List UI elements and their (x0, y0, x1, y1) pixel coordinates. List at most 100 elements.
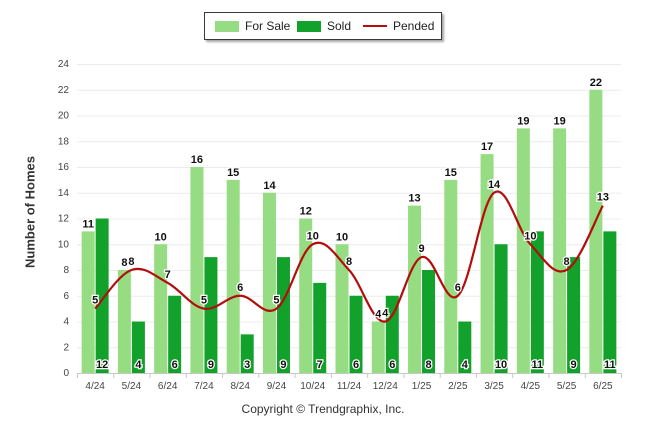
data-label-for-sale: 13 (408, 193, 420, 205)
data-label-sold: 3 (244, 359, 250, 371)
bar-sold (530, 231, 544, 373)
data-label-for-sale: 19 (517, 115, 529, 127)
bar-sold (494, 244, 508, 373)
y-tick-label: 20 (58, 111, 70, 122)
data-label-sold: 11 (532, 359, 544, 371)
data-label-pended: 9 (418, 243, 424, 255)
x-tick-label: 7/24 (194, 381, 214, 392)
x-tick-label: 9/24 (267, 381, 287, 392)
data-label-pended: 4 (382, 308, 389, 320)
x-tick-label: 12/24 (373, 381, 398, 392)
data-label-for-sale: 17 (481, 141, 493, 153)
x-tick-label: 5/24 (122, 381, 142, 392)
y-tick-label: 22 (58, 85, 70, 96)
y-axis-title: Number of Homes (22, 156, 38, 268)
x-tick-label: 8/24 (230, 381, 250, 392)
legend: For Sale Sold Pended (204, 12, 442, 40)
x-tick-label: 10/24 (300, 381, 325, 392)
data-label-pended: 5 (92, 295, 98, 307)
data-label-for-sale: 10 (155, 231, 167, 243)
data-label-sold: 6 (389, 359, 395, 371)
data-label-pended: 5 (201, 295, 207, 307)
data-label-for-sale: 16 (191, 154, 203, 166)
bar-sold (276, 257, 290, 373)
data-label-pended: 8 (346, 256, 352, 268)
data-label-for-sale: 15 (227, 167, 239, 179)
data-label-pended: 10 (307, 230, 319, 242)
bar-for-sale (117, 270, 131, 373)
data-label-sold: 6 (172, 359, 178, 371)
data-label-sold: 9 (571, 359, 577, 371)
y-tick-label: 4 (63, 317, 69, 328)
line-pended (94, 190, 604, 323)
data-label-pended: 7 (165, 269, 171, 281)
bar-for-sale (190, 167, 204, 373)
legend-label-sold: Sold (327, 19, 352, 33)
y-tick-label: 14 (58, 188, 70, 199)
x-tick-label: 4/25 (521, 381, 541, 392)
bar-sold (95, 218, 109, 373)
y-tick-label: 2 (63, 342, 69, 353)
bar-sold (240, 334, 254, 373)
bar-for-sale (335, 244, 349, 373)
y-tick-label: 8 (63, 265, 69, 276)
data-label-for-sale: 12 (300, 206, 312, 218)
bar-sold (204, 257, 218, 373)
x-tick-label: 3/25 (484, 381, 504, 392)
x-tick-label: 11/24 (337, 381, 362, 392)
bar-for-sale (408, 205, 422, 373)
data-label-sold: 4 (462, 359, 469, 371)
bar-for-sale (81, 231, 95, 373)
bar-for-sale (226, 179, 240, 373)
legend-label-for-sale: For Sale (245, 19, 291, 33)
data-label-pended: 14 (488, 179, 501, 191)
x-tick-label: 2/25 (448, 381, 468, 392)
data-label-for-sale: 14 (263, 180, 276, 192)
legend-line-pended (363, 25, 387, 27)
y-tick-label: 12 (58, 214, 70, 225)
bar-for-sale (589, 89, 603, 373)
x-tick-label: 1/25 (412, 381, 432, 392)
data-label-pended: 10 (524, 230, 536, 242)
data-label-pended: 6 (455, 282, 461, 294)
bar-for-sale (480, 154, 494, 373)
bar-sold (603, 231, 617, 373)
data-label-for-sale: 19 (553, 115, 565, 127)
data-label-sold: 8 (425, 359, 431, 371)
bar-sold (458, 321, 472, 373)
y-tick-label: 0 (63, 368, 69, 379)
data-label-for-sale: 15 (445, 167, 457, 179)
x-tick-label: 6/24 (158, 381, 178, 392)
data-label-for-sale: 22 (590, 77, 602, 89)
bar-sold (313, 282, 327, 373)
data-label-sold: 10 (495, 359, 507, 371)
bar-for-sale (444, 179, 458, 373)
data-label-pended: 6 (237, 282, 243, 294)
bar-sold (422, 270, 436, 373)
data-label-sold: 4 (135, 359, 142, 371)
data-label-sold: 9 (208, 359, 214, 371)
data-label-sold: 11 (604, 359, 616, 371)
bar-for-sale (154, 244, 168, 373)
x-tick-label: 4/24 (85, 381, 105, 392)
legend-swatch-for-sale (215, 21, 239, 32)
copyright-text: Copyright © Trendgraphix, Inc. (241, 402, 405, 416)
x-tick-label: 5/25 (557, 381, 577, 392)
data-label-for-sale: 10 (336, 231, 348, 243)
data-label-sold: 9 (280, 359, 286, 371)
y-tick-label: 6 (63, 291, 69, 302)
x-tick-label: 6/25 (593, 381, 613, 392)
data-label-sold: 12 (96, 359, 108, 371)
bar-sold (567, 257, 581, 373)
legend-label-pended: Pended (393, 19, 435, 33)
data-label-for-sale: 11 (82, 218, 94, 230)
bar-for-sale (553, 128, 567, 373)
data-label-sold: 7 (317, 359, 323, 371)
y-tick-label: 16 (58, 162, 70, 173)
data-label-for-sale: 8 (121, 257, 127, 269)
y-tick-label: 24 (58, 59, 70, 70)
y-tick-label: 18 (58, 136, 70, 147)
bar-sold (349, 295, 363, 373)
bar-sold (385, 295, 399, 373)
